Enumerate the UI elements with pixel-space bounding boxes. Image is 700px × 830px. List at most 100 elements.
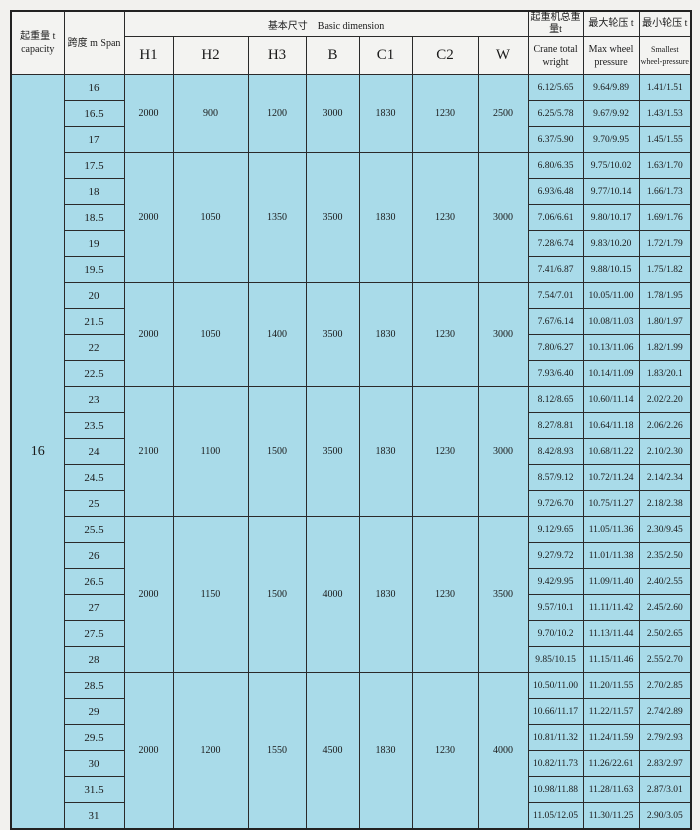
max-wheel-pressure-cell: 11.28/11.63 [582,776,640,803]
dim-cell-h2: 1050 [172,152,249,283]
dim-cell-b: 3000 [305,74,360,153]
min-wheel-pressure-cell: 1.75/1.82 [638,256,692,283]
table-row: 19.5 7.41/6.87 9.88/10.15 1.75/1.82 [11,256,692,283]
max-wheel-pressure-cell: 10.08/11.03 [582,308,640,335]
max-wheel-pressure-cell: 10.13/11.06 [582,334,640,361]
crane-total-weight-cell: 9.27/9.72 [527,542,584,569]
crane-total-weight-cell: 9.42/9.95 [527,568,584,595]
crane-total-weight-cell: 9.70/10.2 [527,620,584,647]
span-cell: 23 [63,386,125,413]
table-row: 16 16 2000 900 1200 3000 1830 1230 2500 6.12/5.65… [10,74,692,830]
min-wheel-pressure-cell: 1.69/1.76 [638,204,692,231]
dim-cell-h1: 2000 [123,152,174,283]
dim-cell-w: 3000 [477,152,529,283]
header-crane-total-en: Crane total wright [527,36,584,75]
crane-total-weight-cell: 6.25/5.78 [527,100,584,127]
max-wheel-pressure-cell: 9.83/10.20 [582,230,640,257]
header-crane-total-cn: 起重机总重量t [527,10,584,37]
max-wheel-pressure-cell: 10.75/11.27 [582,490,640,517]
min-wheel-pressure-cell: 2.90/3.05 [638,802,692,830]
max-wheel-pressure-cell: 10.72/11.24 [582,464,640,491]
max-wheel-pressure-cell: 9.80/10.17 [582,204,640,231]
min-wheel-pressure-cell: 1.72/1.79 [638,230,692,257]
span-cell: 19.5 [63,256,125,283]
table-row: 26.5 9.42/9.95 11.09/11.40 2.40/2.55 [11,568,692,595]
max-wheel-pressure-cell: 9.67/9.92 [582,100,640,127]
dim-cell-h2: 1200 [172,672,249,830]
dim-cell-c1: 1830 [358,672,413,830]
max-wheel-pressure-cell: 11.05/11.36 [582,516,640,543]
span-cell: 21.5 [63,308,125,335]
span-cell: 24.5 [63,464,125,491]
crane-total-weight-cell: 6.93/6.48 [527,178,584,205]
min-wheel-pressure-cell: 1.43/1.53 [638,100,692,127]
crane-total-weight-cell: 6.80/6.35 [527,152,584,179]
max-wheel-pressure-cell: 10.60/11.14 [582,386,640,413]
max-wheel-pressure-cell: 11.30/11.25 [582,802,640,830]
header-dim-h1: H1 [123,36,174,75]
span-cell: 30 [63,750,125,777]
header-dim-b: B [305,36,360,75]
span-cell: 27.5 [63,620,125,647]
span-cell: 24 [63,438,125,465]
crane-total-weight-cell: 8.57/9.12 [527,464,584,491]
span-cell: 16.5 [63,100,125,127]
span-cell: 18 [63,178,125,205]
crane-total-weight-cell: 6.12/5.65 [527,74,584,101]
max-wheel-pressure-cell: 10.64/11.18 [582,412,640,439]
dim-cell-h1: 2000 [123,282,174,387]
span-cell: 28.5 [63,672,125,699]
dim-cell-h2: 900 [172,74,249,153]
max-wheel-pressure-cell: 11.22/11.57 [582,698,640,725]
dim-cell-w: 2500 [477,74,529,153]
dim-cell-c1: 1830 [358,386,413,517]
span-cell: 17.5 [63,152,125,179]
header-dim-c2: C2 [411,36,479,75]
span-cell: 22.5 [63,360,125,387]
header-max-wheel-cn: 最大轮压 t [582,10,640,37]
max-wheel-pressure-cell: 9.75/10.02 [582,152,640,179]
min-wheel-pressure-cell: 2.18/2.38 [638,490,692,517]
header-dim-c1: C1 [358,36,413,75]
min-wheel-pressure-cell: 2.30/9.45 [638,516,692,543]
table-body: 16 16 2000 900 1200 3000 1830 1230 2500 6.12/5.65… [10,74,692,830]
table-row: 27 9.57/10.1 11.11/11.42 2.45/2.60 [11,594,692,621]
min-wheel-pressure-cell: 1.82/1.99 [638,334,692,361]
header-basic-dimension: 基本尺寸 Basic dimension [123,10,529,37]
table-row: 17.5 2000 1050 1350 3500 1830 1230 3000 6.80/6.3… [11,152,692,283]
dim-cell-b: 3500 [305,386,360,517]
crane-total-weight-cell: 9.57/10.1 [527,594,584,621]
min-wheel-pressure-cell: 1.41/1.51 [638,74,692,101]
dim-cell-c1: 1830 [358,282,413,387]
max-wheel-pressure-cell: 9.77/10.14 [582,178,640,205]
dim-cell-c1: 1830 [358,152,413,283]
table-row: 24.5 8.57/9.12 10.72/11.24 2.14/2.34 [11,464,692,491]
crane-total-weight-cell: 10.66/11.17 [527,698,584,725]
crane-total-weight-cell: 9.72/6.70 [527,490,584,517]
table-row: 31 11.05/12.05 11.30/11.25 2.90/3.05 [11,802,692,830]
table-row: 23 2100 1100 1500 3500 1830 1230 3000 8.12/8.65 1… [11,386,692,517]
crane-total-weight-cell: 9.85/10.15 [527,646,584,673]
dim-cell-h3: 1550 [247,672,307,830]
dim-cell-h3: 1500 [247,516,307,673]
min-wheel-pressure-cell: 2.40/2.55 [638,568,692,595]
crane-total-weight-cell: 10.50/11.00 [527,672,584,699]
crane-total-weight-cell: 7.67/6.14 [527,308,584,335]
table-row: 28 9.85/10.15 11.15/11.46 2.55/2.70 [11,646,692,673]
span-cell: 29 [63,698,125,725]
max-wheel-pressure-cell: 11.24/11.59 [582,724,640,751]
crane-total-weight-cell: 7.41/6.87 [527,256,584,283]
crane-total-weight-cell: 7.06/6.61 [527,204,584,231]
min-wheel-pressure-cell: 2.50/2.65 [638,620,692,647]
max-wheel-pressure-cell: 9.88/10.15 [582,256,640,283]
span-cell: 19 [63,230,125,257]
max-wheel-pressure-cell: 10.14/11.09 [582,360,640,387]
min-wheel-pressure-cell: 1.80/1.97 [638,308,692,335]
max-wheel-pressure-cell: 11.11/11.42 [582,594,640,621]
table-row: 31.5 10.98/11.88 11.28/11.63 2.87/3.01 [11,776,692,803]
dim-cell-b: 3500 [305,152,360,283]
dim-cell-h1: 2000 [123,516,174,673]
table-row: 25.5 2000 1150 1500 4000 1830 1230 3500 9.12/9.6… [11,516,692,673]
table-row: 17 6.37/5.90 9.70/9.95 1.45/1.55 [11,126,692,153]
min-wheel-pressure-cell: 1.45/1.55 [638,126,692,153]
